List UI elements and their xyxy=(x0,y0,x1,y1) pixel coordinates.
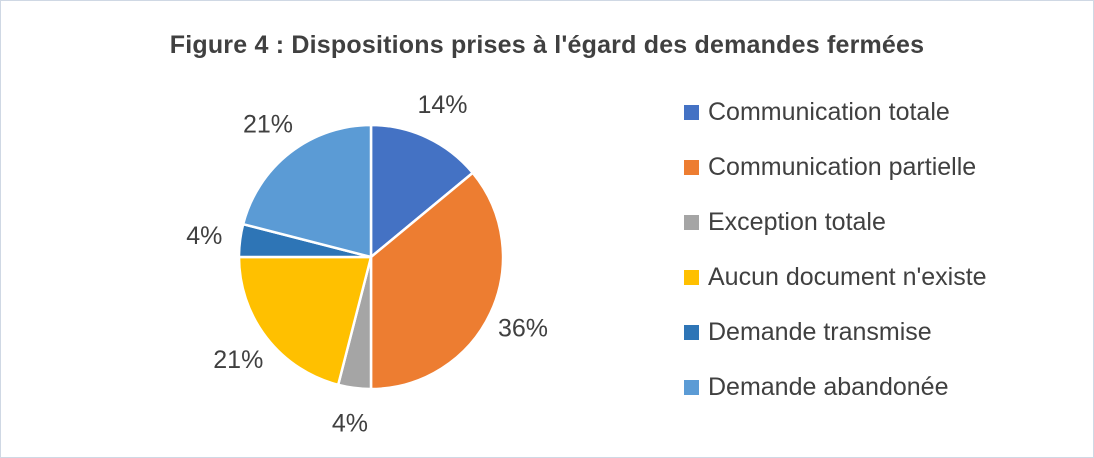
chart-legend: Communication totale Communication partie… xyxy=(684,85,987,415)
pie-slice-0 xyxy=(369,123,474,259)
pie-slice-label: 36% xyxy=(498,315,548,343)
pie-slice-label: 21% xyxy=(243,110,293,138)
legend-label: Communication partielle xyxy=(708,153,977,181)
chart-title: Figure 4 : Dispositions prises à l'égard… xyxy=(169,31,925,59)
legend-label: Demande transmise xyxy=(708,318,932,346)
pie-slice-label: 4% xyxy=(186,222,222,250)
legend-swatch xyxy=(684,325,699,340)
pie-slice-3 xyxy=(237,255,373,387)
legend-item: Aucun document n'existe xyxy=(684,250,987,305)
pie-chart: 14% 36% 4% 21% 4% 21% xyxy=(186,91,548,438)
pie-slice-5 xyxy=(241,123,373,259)
pie-slice-label: 14% xyxy=(417,91,467,119)
legend-swatch xyxy=(684,105,699,120)
legend-swatch xyxy=(684,380,699,395)
legend-item: Communication partielle xyxy=(684,140,987,195)
legend-label: Aucun document n'existe xyxy=(708,263,987,291)
legend-item: Communication totale xyxy=(684,85,987,140)
legend-item: Demande abandonée xyxy=(684,360,987,415)
pie-slice-label: 4% xyxy=(332,410,368,438)
legend-swatch xyxy=(684,215,699,230)
legend-item: Demande transmise xyxy=(684,305,987,360)
legend-item: Exception totale xyxy=(684,195,987,250)
legend-label: Exception totale xyxy=(708,208,886,236)
legend-label: Demande abandonée xyxy=(708,373,949,401)
legend-label: Communication totale xyxy=(708,98,950,126)
legend-swatch xyxy=(684,270,699,285)
legend-swatch xyxy=(684,160,699,175)
pie-slice-label: 21% xyxy=(213,346,263,374)
pie-slice-1 xyxy=(369,171,505,391)
